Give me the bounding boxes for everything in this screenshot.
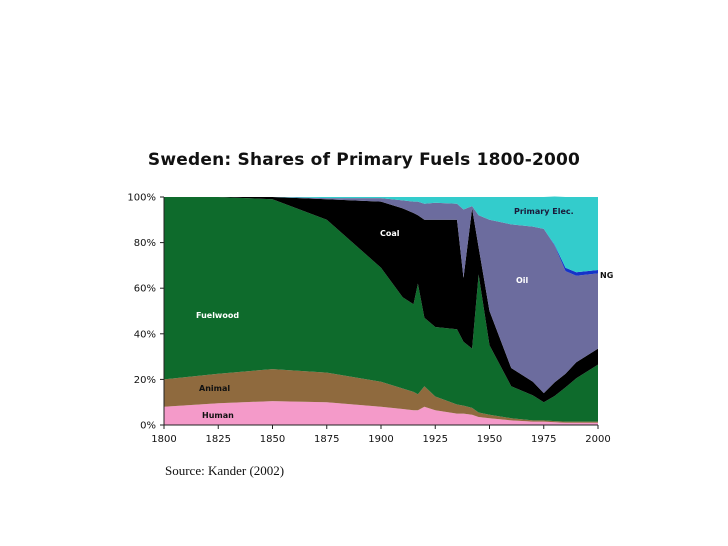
y-tick-label: 60% [134,284,156,295]
x-tick-label: 1850 [260,434,285,445]
area-oil [164,197,598,394]
x-tick-label: 1800 [151,434,176,445]
x-tick-label: 1950 [477,434,502,445]
label-fuelwood: Fuelwood [196,311,239,320]
y-tick-label: 100% [127,193,156,204]
area-primary-elec [164,196,598,273]
y-tick-label: 20% [134,375,156,386]
label-animal: Animal [199,384,230,393]
label-primary-elec: Primary Elec. [514,207,574,216]
series-labels: Human Animal Fuelwood Coal Oil Primary Elec. N… [196,207,613,420]
x-tick-label: 1825 [206,434,231,445]
y-tick-label: 0% [140,421,156,432]
plot-areas [164,196,598,425]
area-coal [164,197,598,403]
area-animal [164,369,598,423]
x-tick-label: 1925 [423,434,448,445]
label-ng: NG [600,271,613,280]
y-tick-label: 40% [134,329,156,340]
chart-title: Sweden: Shares of Primary Fuels 1800-200… [147,150,581,170]
x-tick-label: 1975 [531,434,556,445]
area-human [164,401,598,425]
x-tick-label: 1900 [368,434,393,445]
label-coal: Coal [380,229,400,238]
x-tick-label: 1875 [314,434,339,445]
area-fuelwood [164,197,598,422]
label-human: Human [202,411,234,420]
label-oil: Oil [516,276,529,285]
x-tick-label: 2000 [585,434,610,445]
source-note: Source: Kander (2002) [165,463,285,478]
axes: 1800 1825 1850 1875 1900 1925 1950 1975 2000 0% 20… [127,193,610,446]
y-tick-label: 80% [134,238,156,249]
